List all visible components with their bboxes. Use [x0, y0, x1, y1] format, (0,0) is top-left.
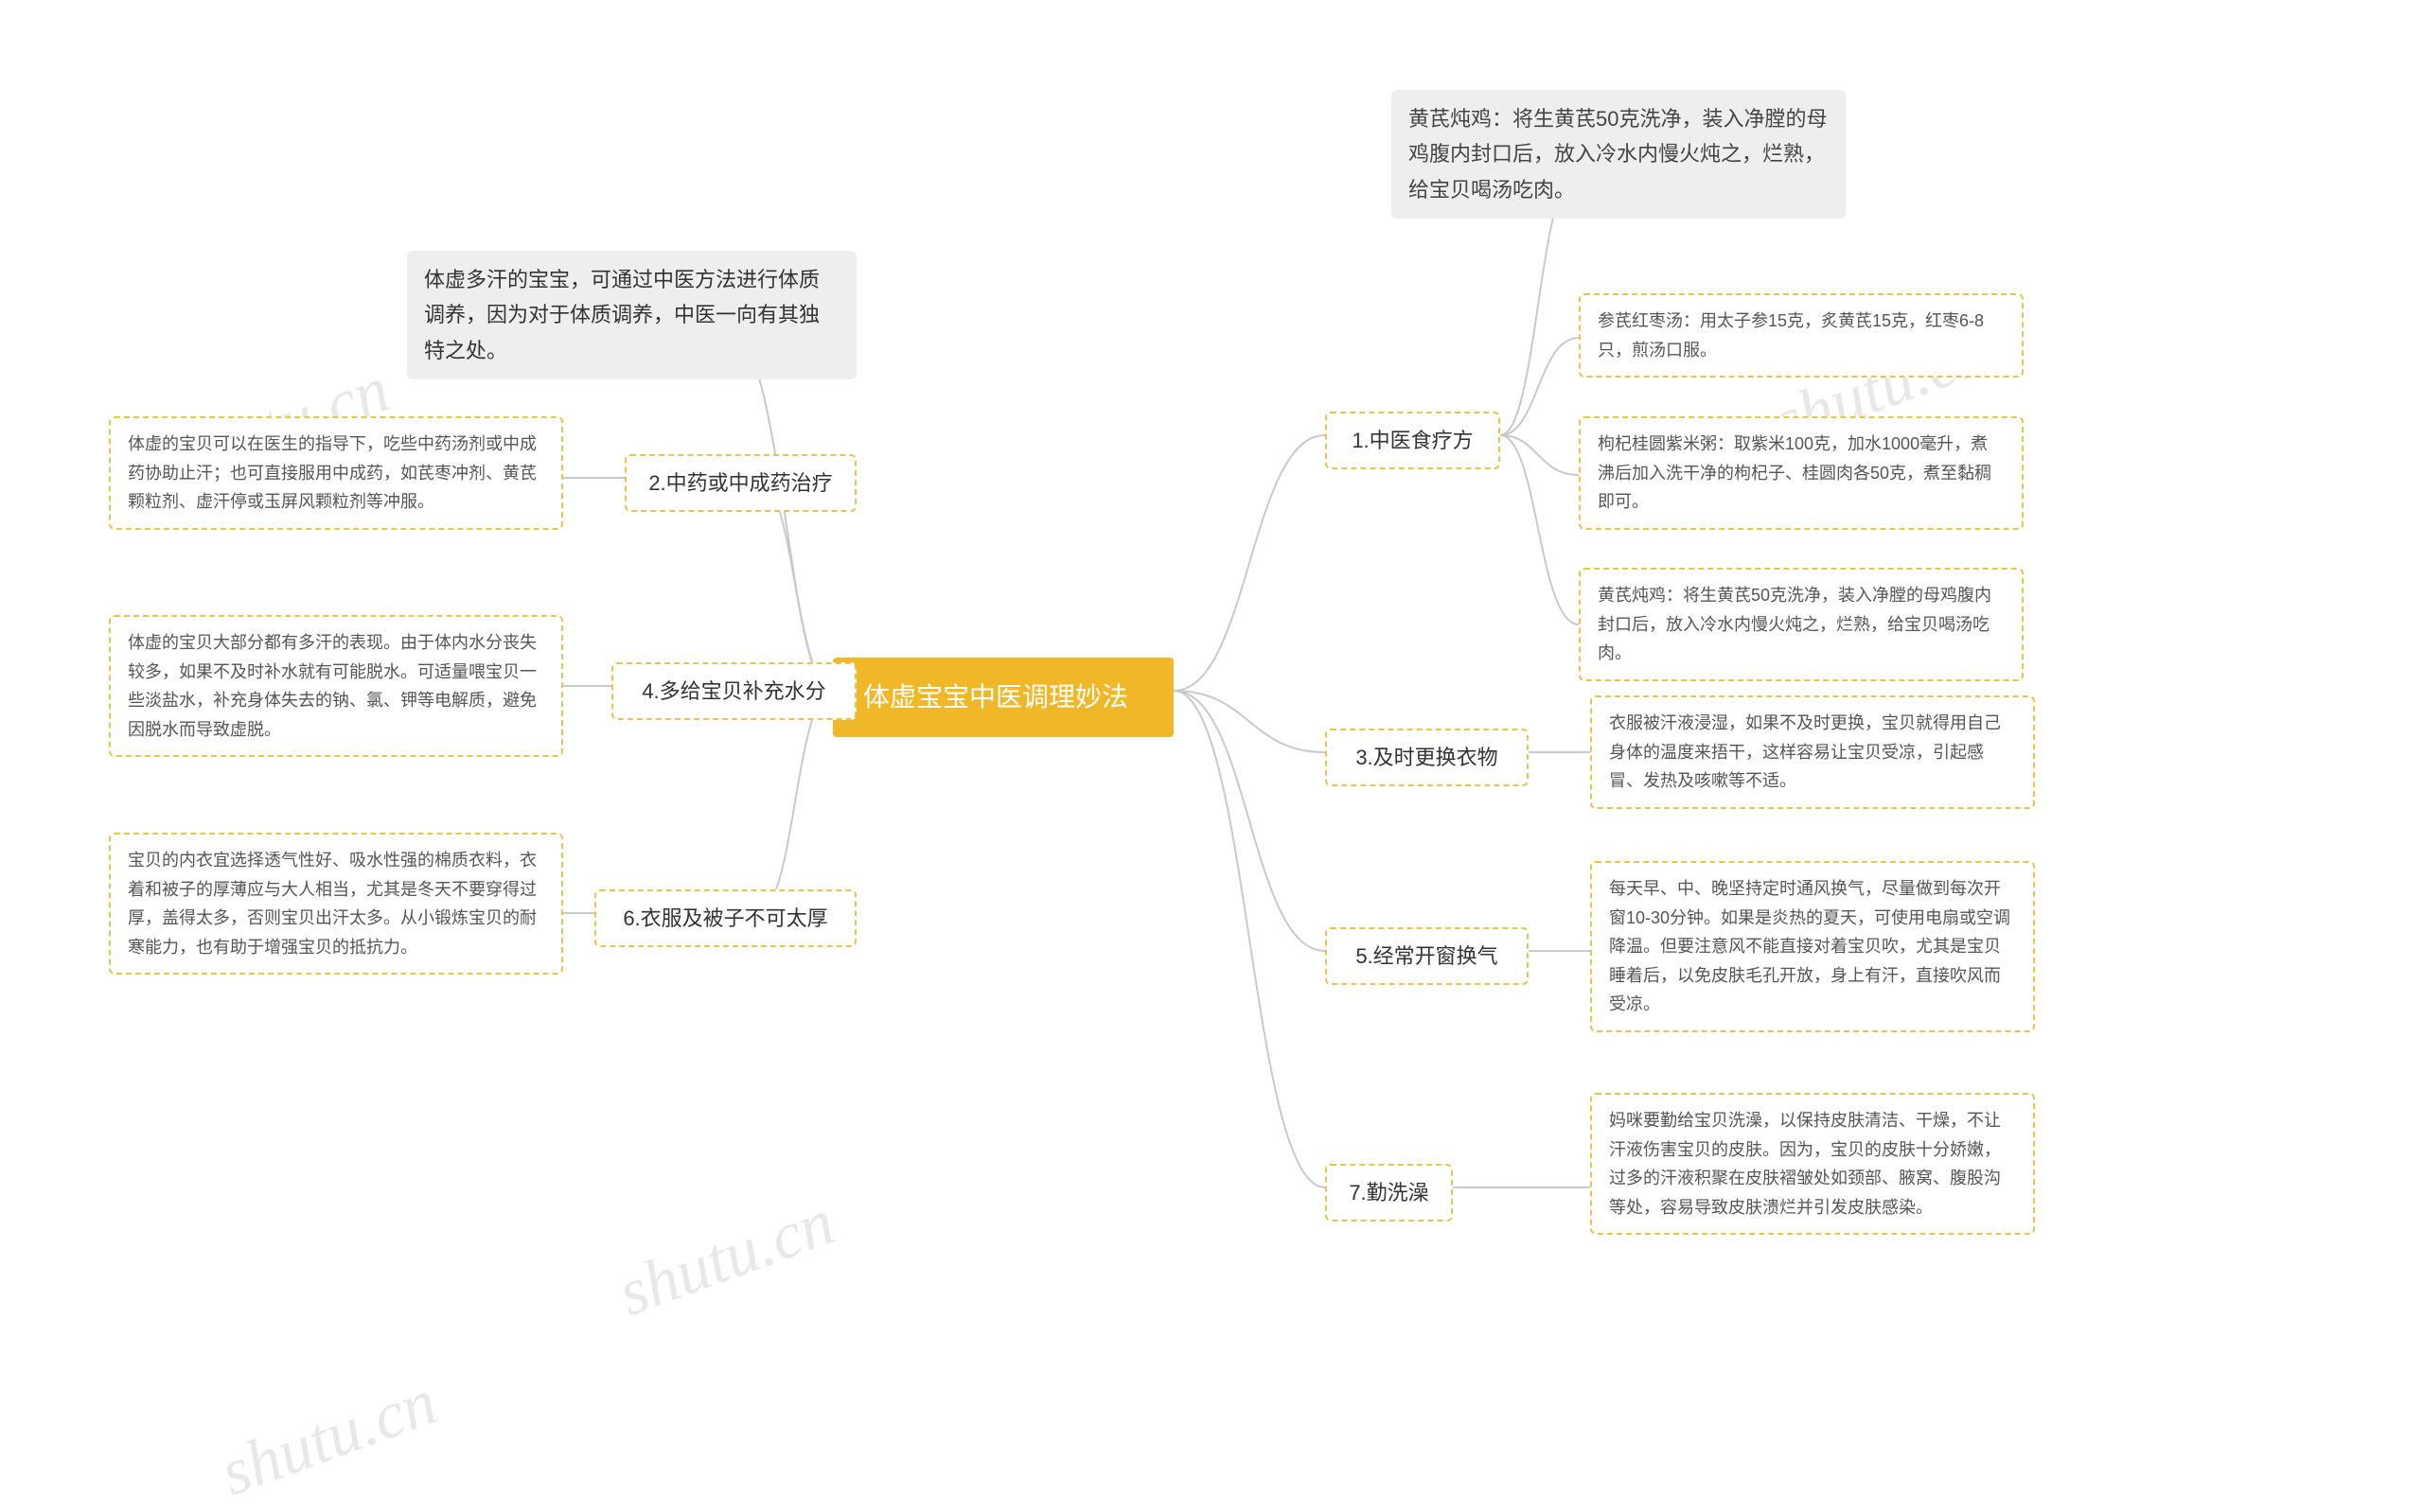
branch-node-6[interactable]: 6.衣服及被子不可太厚: [594, 889, 857, 947]
leaf-node-1a[interactable]: 黄芪炖鸡：将生黄芪50克洗净，装入净膛的母鸡腹内封口后，放入冷水内慢火炖之，烂熟…: [1391, 90, 1846, 219]
leaf-node-1b[interactable]: 参芪红枣汤：用太子参15克，炙黄芪15克，红枣6-8只，煎汤口服。: [1579, 293, 2024, 378]
root-node[interactable]: 体虚宝宝中医调理妙法: [833, 658, 1174, 737]
left-intro-node[interactable]: 体虚多汗的宝宝，可通过中医方法进行体质调养，因为对于体质调养，中医一向有其独特之…: [407, 251, 857, 379]
leaf-node-3[interactable]: 衣服被汗液浸湿，如果不及时更换，宝贝就得用自己身体的温度来捂干，这样容易让宝贝受…: [1590, 695, 2035, 809]
leaf-node-5[interactable]: 每天早、中、晚坚持定时通风换气，尽量做到每次开窗10-30分钟。如果是炎热的夏天…: [1590, 861, 2035, 1032]
leaf-node-1d[interactable]: 黄芪炖鸡：将生黄芪50克洗净，装入净膛的母鸡腹内封口后，放入冷水内慢火炖之，烂熟…: [1579, 568, 2024, 681]
leaf-node-7[interactable]: 妈咪要勤给宝贝洗澡，以保持皮肤清洁、干燥，不让汗液伤害宝贝的皮肤。因为，宝贝的皮…: [1590, 1093, 2035, 1235]
leaf-node-1c[interactable]: 枸杞桂圆紫米粥：取紫米100克，加水1000毫升，煮沸后加入洗干净的枸杞子、桂圆…: [1579, 416, 2024, 530]
watermark: shutu.cn: [211, 1364, 446, 1512]
branch-node-7[interactable]: 7.勤洗澡: [1325, 1164, 1453, 1222]
branch-node-3[interactable]: 3.及时更换衣物: [1325, 729, 1529, 786]
branch-node-2[interactable]: 2.中药或中成药治疗: [625, 454, 857, 512]
branch-node-5[interactable]: 5.经常开窗换气: [1325, 927, 1529, 985]
branch-node-1[interactable]: 1.中医食疗方: [1325, 412, 1500, 469]
leaf-node-2[interactable]: 体虚的宝贝可以在医生的指导下，吃些中药汤剂或中成药协助止汗；也可直接服用中成药，…: [109, 416, 563, 530]
leaf-node-4[interactable]: 体虚的宝贝大部分都有多汗的表现。由于体内水分丧失较多，如果不及时补水就有可能脱水…: [109, 615, 563, 757]
branch-node-4[interactable]: 4.多给宝贝补充水分: [611, 662, 857, 720]
watermark: shutu.cn: [609, 1185, 843, 1332]
leaf-node-6[interactable]: 宝贝的内衣宜选择透气性好、吸水性强的棉质衣料，衣着和被子的厚薄应与大人相当，尤其…: [109, 833, 563, 975]
